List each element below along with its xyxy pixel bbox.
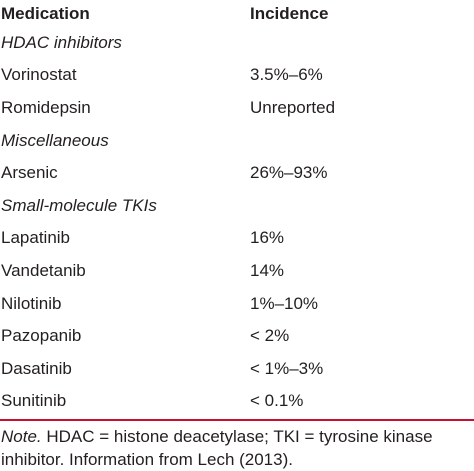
table-row: Vorinostat 3.5%–6% (0, 59, 474, 92)
incidence-cell: 26%–93% (250, 163, 328, 183)
note-label: Note. (1, 427, 42, 446)
medication-table: Medication Incidence HDAC inhibitors Vor… (0, 0, 474, 418)
incidence-cell: 3.5%–6% (250, 65, 323, 85)
table-row: Nilotinib 1%–10% (0, 287, 474, 320)
incidence-cell: < 0.1% (250, 391, 304, 411)
table-row: Pazopanib < 2% (0, 319, 474, 352)
incidence-cell: 14% (250, 260, 285, 280)
table-row: Sunitinib < 0.1% (0, 385, 474, 418)
table-note: Note. HDAC = histone deacetylase; TKI = … (1, 425, 473, 471)
medication-cell: Lapatinib (1, 228, 71, 248)
medication-cell: Arsenic (1, 163, 58, 183)
medication-cell: Vandetanib (1, 260, 86, 280)
incidence-cell: < 1%–3% (250, 358, 324, 378)
medication-cell: Vorinostat (1, 65, 77, 85)
table-bottom-rule (0, 419, 474, 421)
medication-cell: Pazopanib (1, 326, 82, 346)
group-label: HDAC inhibitors (1, 32, 122, 52)
incidence-cell: < 2% (250, 326, 290, 346)
header-medication: Medication (1, 3, 90, 23)
incidence-cell: 1%–10% (250, 293, 319, 313)
table-row: Arsenic 26%–93% (0, 156, 474, 189)
medication-cell: Dasatinib (1, 358, 72, 378)
table-group-row: Miscellaneous (0, 124, 474, 157)
note-text: HDAC = histone deacetylase; TKI = tyrosi… (1, 427, 433, 469)
medication-cell: Nilotinib (1, 293, 62, 313)
table-row: Vandetanib 14% (0, 254, 474, 287)
header-incidence: Incidence (250, 3, 329, 23)
group-label: Small-molecule TKIs (1, 195, 157, 215)
group-label: Miscellaneous (1, 130, 109, 150)
medication-cell: Sunitinib (1, 391, 67, 411)
incidence-cell: Unreported (250, 97, 336, 117)
table-row: Lapatinib 16% (0, 222, 474, 255)
table-group-row: HDAC inhibitors (0, 26, 474, 59)
medication-cell: Romidepsin (1, 97, 91, 117)
table-group-row: Small-molecule TKIs (0, 189, 474, 222)
table-header-row: Medication Incidence (0, 0, 474, 26)
incidence-cell: 16% (250, 228, 285, 248)
table-row: Dasatinib < 1%–3% (0, 352, 474, 385)
table-row: Romidepsin Unreported (0, 91, 474, 124)
